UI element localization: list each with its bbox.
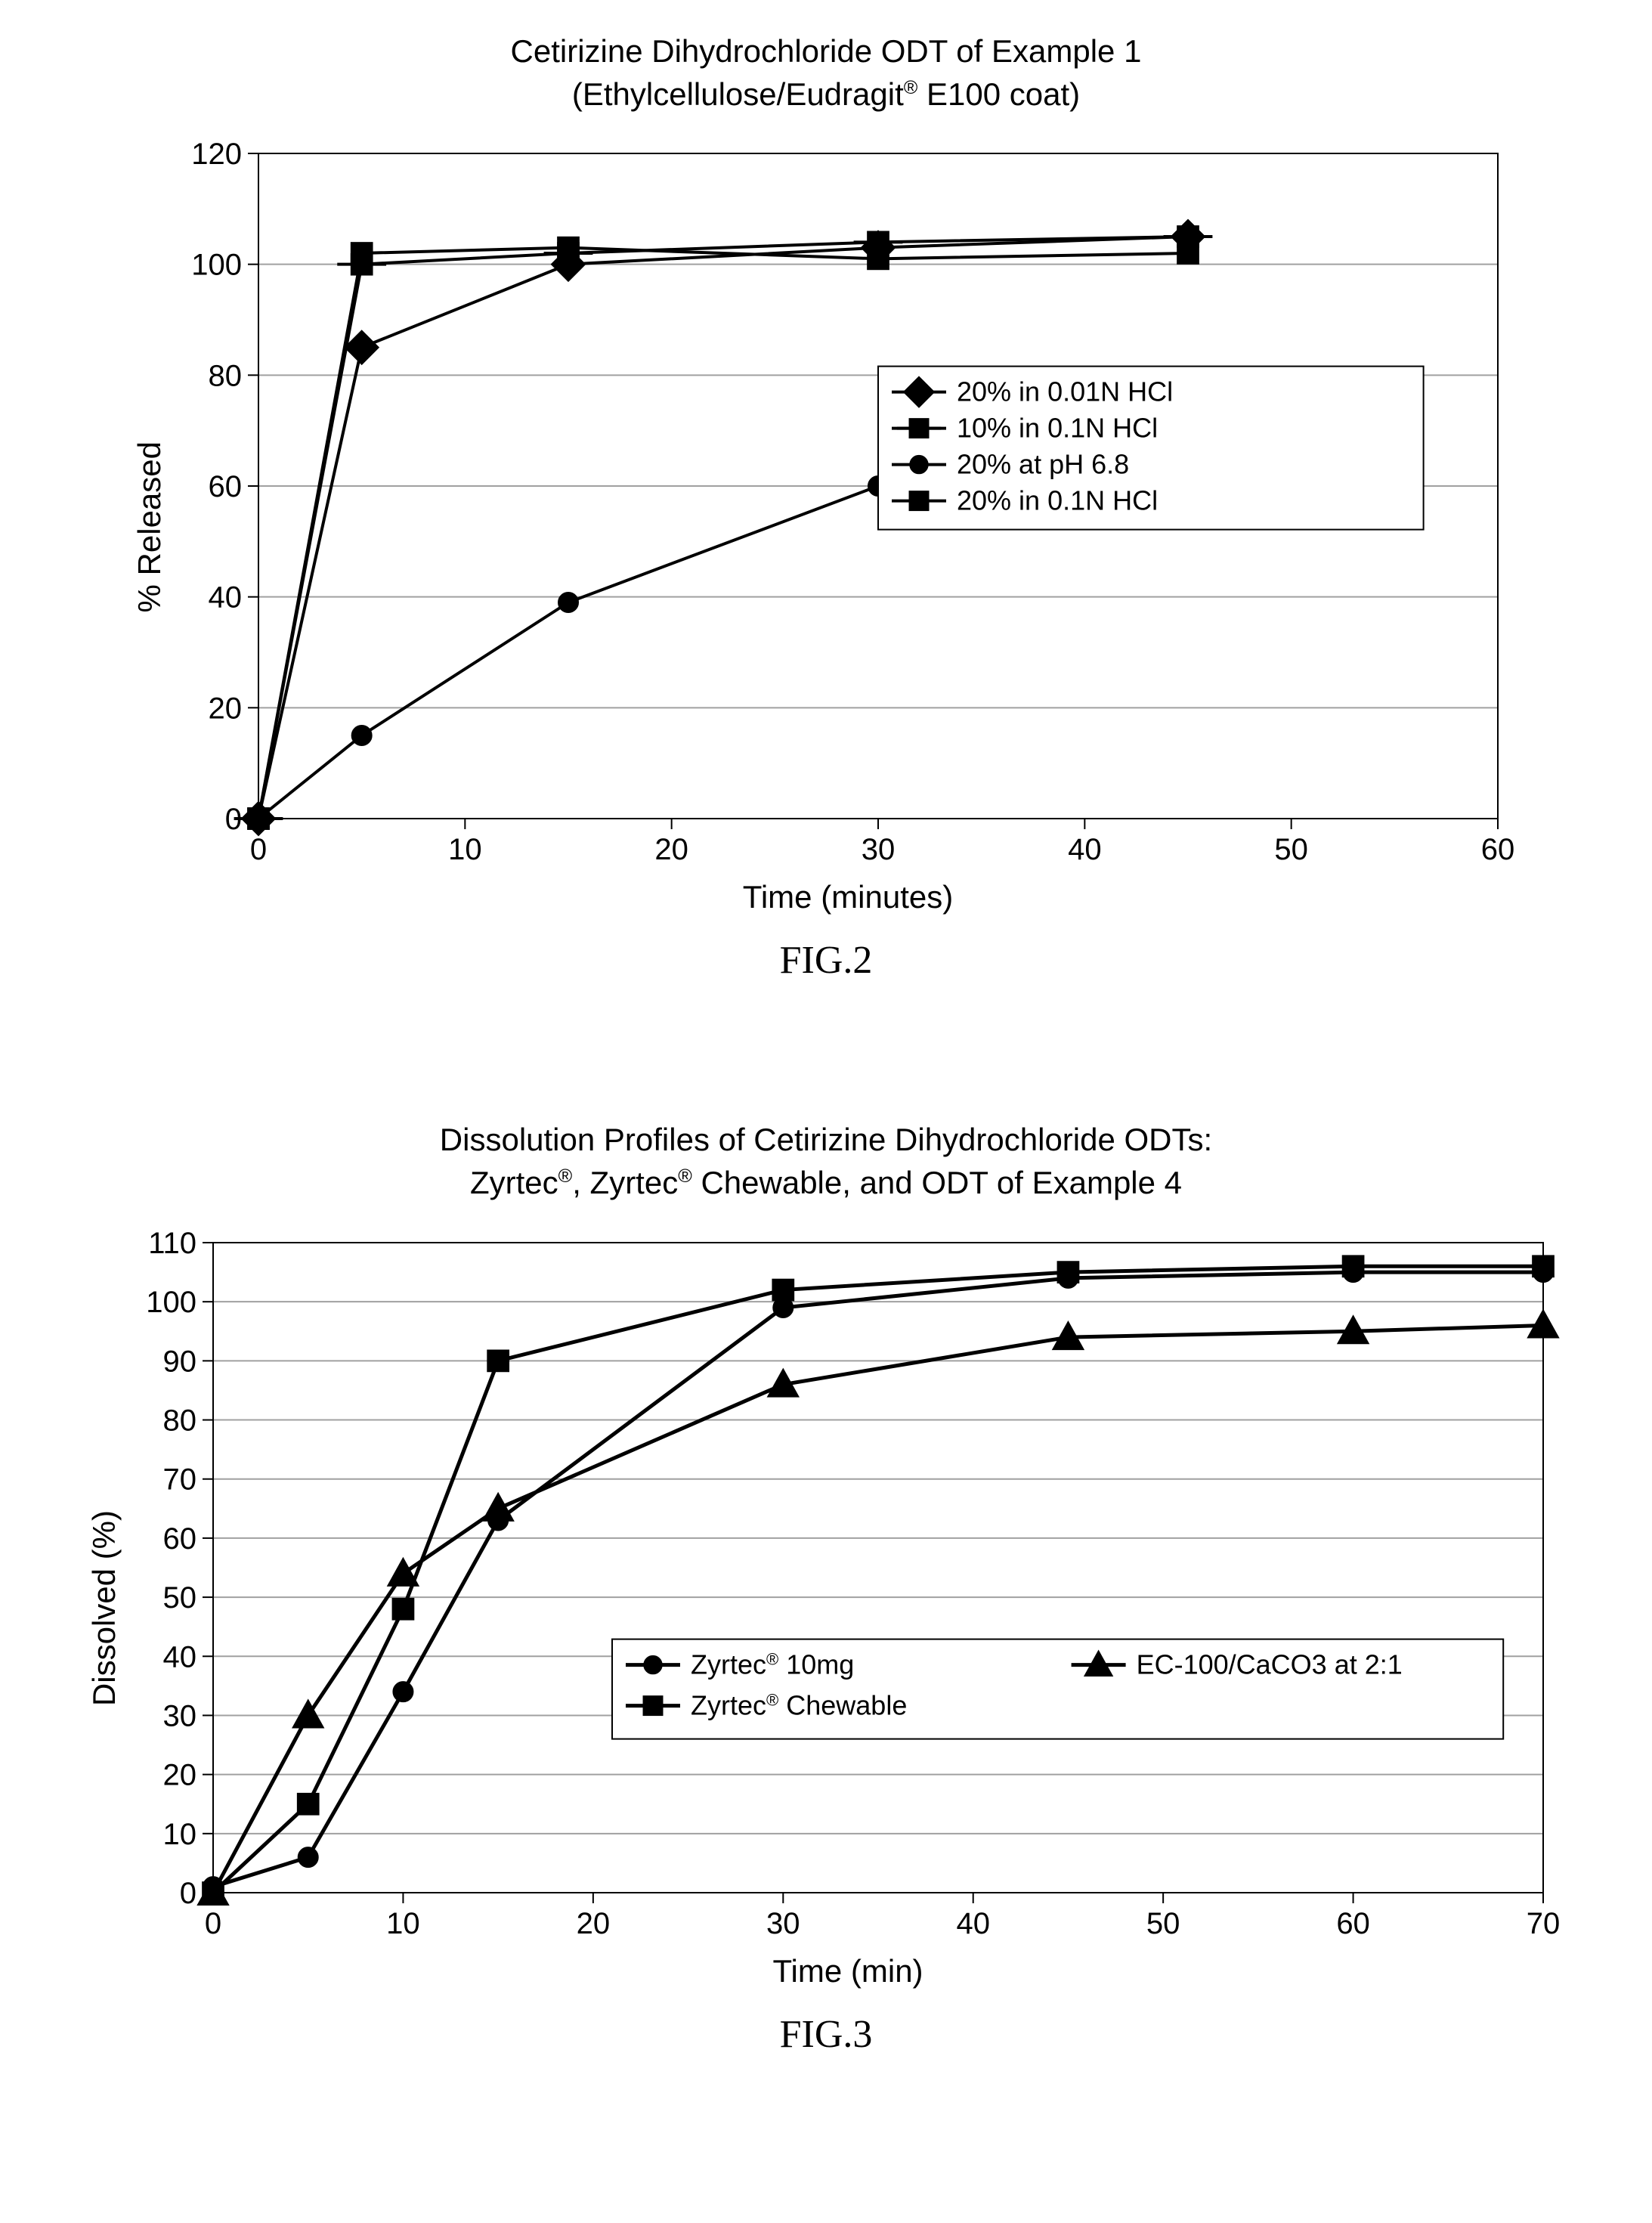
svg-text:20% in 0.01N HCl: 20% in 0.01N HCl <box>957 376 1173 407</box>
fig3-xlabel: Time (min) <box>772 1953 923 1989</box>
svg-text:10% in 0.1N HCl: 10% in 0.1N HCl <box>957 413 1158 444</box>
svg-text:10: 10 <box>448 833 482 866</box>
svg-text:20: 20 <box>577 1907 611 1940</box>
svg-text:20: 20 <box>654 833 688 866</box>
fig2-plot: 010203040506002040608010012020% in 0.01N… <box>175 138 1521 872</box>
registered-icon: ® <box>558 1166 573 1187</box>
svg-text:80: 80 <box>163 1404 197 1437</box>
svg-text:50: 50 <box>1274 833 1308 866</box>
fig2-chart-wrap: % Released 01020304050600204060801001202… <box>45 138 1607 915</box>
svg-text:20: 20 <box>163 1758 197 1791</box>
fig2-title-line1: Cetirizine Dihydrochloride ODT of Exampl… <box>511 33 1142 69</box>
fig3-title-line1: Dissolution Profiles of Cetirizine Dihyd… <box>440 1122 1212 1157</box>
fig3-title-line2-b: , Zyrtec <box>572 1165 678 1200</box>
svg-text:20% in 0.1N HCl: 20% in 0.1N HCl <box>957 485 1158 516</box>
fig3-chart-wrap: Dissolved (%) 0 10 20 30 40 50 60 70 0 10 20 30 40 50… <box>45 1228 1607 1989</box>
svg-text:90: 90 <box>163 1345 197 1378</box>
svg-text:30: 30 <box>862 833 896 866</box>
svg-text:30: 30 <box>766 1907 800 1940</box>
svg-text:40: 40 <box>956 1907 990 1940</box>
svg-text:50: 50 <box>1146 1907 1180 1940</box>
fig3-plot: 0 10 20 30 40 50 60 70 0 10 20 30 40 50 60 70 80 90 100 110… <box>130 1228 1566 1946</box>
svg-text:60: 60 <box>1481 833 1515 866</box>
svg-text:120: 120 <box>191 138 242 171</box>
svg-text:30: 30 <box>163 1699 197 1732</box>
svg-text:110: 110 <box>148 1228 196 1260</box>
svg-text:10: 10 <box>386 1907 420 1940</box>
svg-text:80: 80 <box>209 360 243 393</box>
svg-text:40: 40 <box>209 581 243 615</box>
fig2-title: Cetirizine Dihydrochloride ODT of Exampl… <box>45 30 1607 116</box>
figure-2: Cetirizine Dihydrochloride ODT of Exampl… <box>45 30 1607 983</box>
svg-text:100: 100 <box>146 1286 196 1319</box>
svg-text:0: 0 <box>205 1907 221 1940</box>
fig3-title-line2-a: Zyrtec <box>470 1165 558 1200</box>
svg-text:EC-100/CaCO3 at 2:1: EC-100/CaCO3 at 2:1 <box>1137 1649 1403 1680</box>
registered-icon: ® <box>678 1166 692 1187</box>
fig3-caption: FIG.3 <box>45 2012 1607 2057</box>
svg-text:10: 10 <box>163 1818 197 1851</box>
svg-text:20% at pH 6.8: 20% at pH 6.8 <box>957 449 1129 480</box>
svg-text:60: 60 <box>1336 1907 1370 1940</box>
fig2-title-line2-pre: (Ethylcellulose/Eudragit <box>572 76 904 112</box>
svg-text:0: 0 <box>250 833 267 866</box>
fig2-xlabel: Time (minutes) <box>743 879 953 915</box>
fig2-caption: FIG.2 <box>45 938 1607 983</box>
svg-text:Zyrtec® Chewable: Zyrtec® Chewable <box>691 1689 907 1720</box>
svg-text:70: 70 <box>163 1463 197 1496</box>
fig2-ylabel: % Released <box>131 441 168 612</box>
fig3-title: Dissolution Profiles of Cetirizine Dihyd… <box>45 1119 1607 1204</box>
svg-text:60: 60 <box>209 470 243 503</box>
svg-text:40: 40 <box>1068 833 1102 866</box>
figure-3: Dissolution Profiles of Cetirizine Dihyd… <box>45 1119 1607 2056</box>
svg-text:0: 0 <box>180 1877 196 1910</box>
registered-icon: ® <box>904 77 918 98</box>
svg-text:20: 20 <box>209 692 243 726</box>
svg-text:100: 100 <box>191 249 242 282</box>
fig3-ylabel: Dissolved (%) <box>86 1510 122 1706</box>
fig3-title-line2-c: Chewable, and ODT of Example 4 <box>692 1165 1182 1200</box>
fig2-title-line2-post: E100 coat) <box>917 76 1080 112</box>
svg-text:40: 40 <box>163 1640 197 1673</box>
svg-text:60: 60 <box>163 1522 197 1556</box>
svg-text:50: 50 <box>163 1581 197 1615</box>
svg-text:70: 70 <box>1527 1907 1561 1940</box>
